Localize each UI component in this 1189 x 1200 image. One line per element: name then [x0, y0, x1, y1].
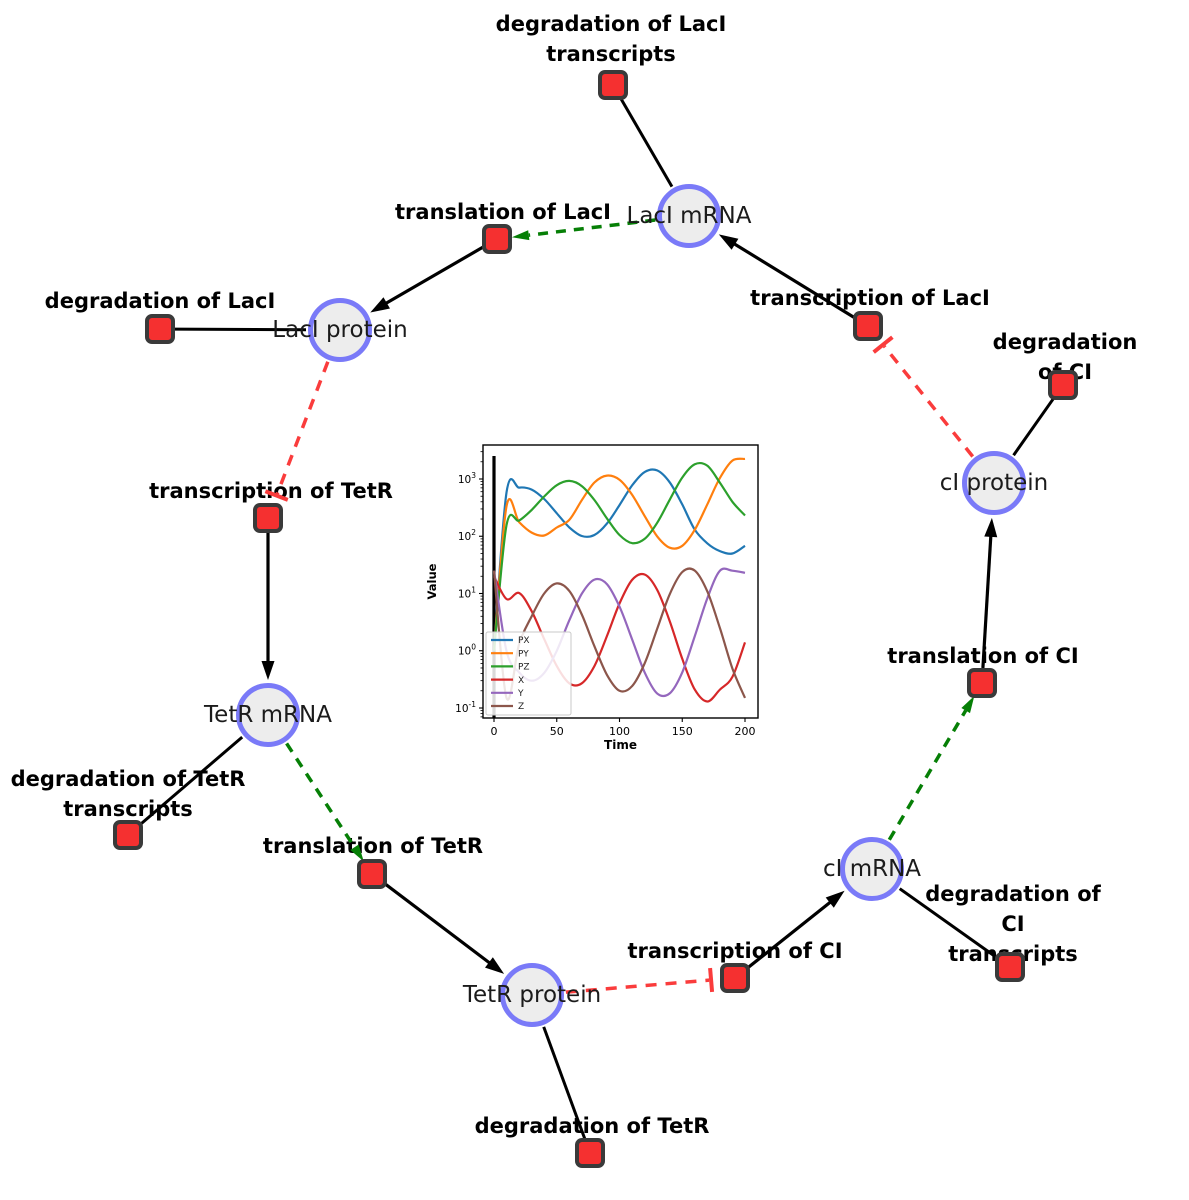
species-node-ci-protein[interactable] — [962, 451, 1026, 515]
label-tl-ci: translation of CI — [887, 644, 1079, 668]
edge-inhibition-laci-protein-tx-tetr — [275, 361, 330, 495]
species-node-laci-protein[interactable] — [308, 298, 372, 362]
reaction-node-tl-tetr[interactable] — [357, 859, 387, 889]
reaction-node-deg-ci[interactable] — [1048, 370, 1078, 400]
svg-text:Time: Time — [604, 738, 637, 752]
label-deg-tetr-tx: degradation of TetR transcripts — [10, 767, 246, 821]
svg-text:10-1: 10-1 — [455, 700, 476, 715]
reaction-node-tl-ci[interactable] — [967, 668, 997, 698]
svg-text:Value: Value — [425, 563, 439, 599]
reaction-node-deg-laci-tx[interactable] — [598, 70, 628, 100]
label-tl-laci: translation of LacI — [395, 200, 611, 224]
reaction-node-tx-tetr[interactable] — [253, 503, 283, 533]
edge-inhibition-ci-protein-tx-laci — [882, 345, 975, 458]
edge-catalysis-ci-mrna-tl-ci — [887, 709, 968, 841]
reaction-node-deg-ci-tx[interactable] — [995, 952, 1025, 982]
label-deg-tetr: degradation of TetR — [474, 1114, 710, 1138]
edge-catalysis-laci-mrna-tl-laci-arrowhead — [511, 230, 530, 241]
series-z — [492, 567, 747, 701]
reaction-node-tx-laci[interactable] — [853, 311, 883, 341]
plot-legend: PX PY PZ XYZ — [485, 631, 572, 716]
simulation-plot: 103 102 101 100 10-1 0 50 100 150 200 Time Value PX P… — [425, 438, 775, 768]
svg-text:101: 101 — [458, 585, 476, 600]
reaction-node-deg-laci[interactable] — [145, 314, 175, 344]
edge-production-tl-laci-laci-protein — [383, 245, 485, 306]
label-tx-ci: transcription of CI — [627, 939, 843, 963]
species-node-tetr-mrna[interactable] — [236, 683, 300, 747]
reaction-node-tx-ci[interactable] — [720, 963, 750, 993]
edge-consumption-ci-protein-deg-ci — [1012, 395, 1057, 457]
series-x — [493, 572, 747, 703]
reaction-node-tl-laci[interactable] — [482, 224, 512, 254]
reaction-node-deg-tetr[interactable] — [575, 1138, 605, 1168]
label-tx-laci: transcription of LacI — [750, 286, 990, 310]
svg-text:0: 0 — [491, 725, 498, 738]
label-ci-mrna: cI mRNA — [822, 856, 922, 882]
species-node-ci-mrna[interactable] — [840, 837, 904, 901]
label-deg-laci: degradation of LacI — [44, 289, 276, 313]
svg-text:103: 103 — [458, 471, 476, 486]
edge-inhibition-tetr-protein-tx-ci-tee-bar — [708, 967, 715, 993]
legend-label-py: PY — [518, 649, 529, 659]
series-px — [492, 468, 746, 651]
svg-text:102: 102 — [458, 528, 476, 543]
edge-production-tl-laci-laci-protein-arrowhead — [370, 297, 390, 313]
legend-label-y: Y — [517, 689, 524, 699]
plot-area — [492, 456, 747, 718]
label-ci-protein: cI protein — [939, 470, 1049, 496]
svg-text:150: 150 — [672, 725, 693, 738]
label-laci-protein: LacI protein — [272, 317, 408, 343]
label-tl-tetr: translation of TetR — [262, 834, 484, 858]
edge-production-tl-ci-ci-protein-arrowhead — [984, 517, 998, 538]
label-tx-tetr: transcription of TetR — [149, 479, 393, 503]
svg-text:50: 50 — [550, 725, 564, 738]
edge-catalysis-ci-mrna-tl-ci-arrowhead — [961, 695, 975, 714]
label-deg-ci: degradation of CI — [992, 330, 1138, 384]
series-pz — [492, 461, 746, 651]
legend-label-px: PX — [518, 636, 530, 646]
legend-label-x: X — [518, 676, 524, 686]
reaction-node-deg-tetr-tx[interactable] — [113, 820, 143, 850]
edge-production-tl-tetr-tetr-protein-arrowhead — [485, 957, 505, 974]
svg-text:200: 200 — [735, 725, 756, 738]
legend-label-pz: PZ — [518, 663, 530, 673]
label-deg-laci-tx: degradation of LacI transcripts — [495, 12, 727, 66]
edge-production-tx-tetr-tetr-mrna-arrowhead — [261, 661, 275, 680]
svg-text:100: 100 — [458, 643, 476, 658]
axes-frame — [482, 444, 759, 719]
edge-production-tl-tetr-tetr-protein — [382, 881, 493, 966]
legend-label-z: Z — [518, 702, 524, 712]
species-node-tetr-protein[interactable] — [500, 963, 564, 1027]
label-laci-mrna: LacI mRNA — [626, 203, 752, 229]
edge-production-tx-laci-laci-mrna-arrowhead — [718, 234, 739, 250]
label-tetr-mrna: TetR mRNA — [204, 702, 332, 728]
species-node-laci-mrna[interactable] — [657, 184, 721, 248]
edge-production-tx-ci-ci-mrna-arrowhead — [825, 890, 845, 908]
edge-consumption-laci-mrna-deg-laci-tx — [618, 96, 674, 188]
label-tetr-protein: TetR protein — [462, 982, 602, 1008]
series-py — [492, 457, 746, 651]
svg-text:100: 100 — [609, 725, 630, 738]
